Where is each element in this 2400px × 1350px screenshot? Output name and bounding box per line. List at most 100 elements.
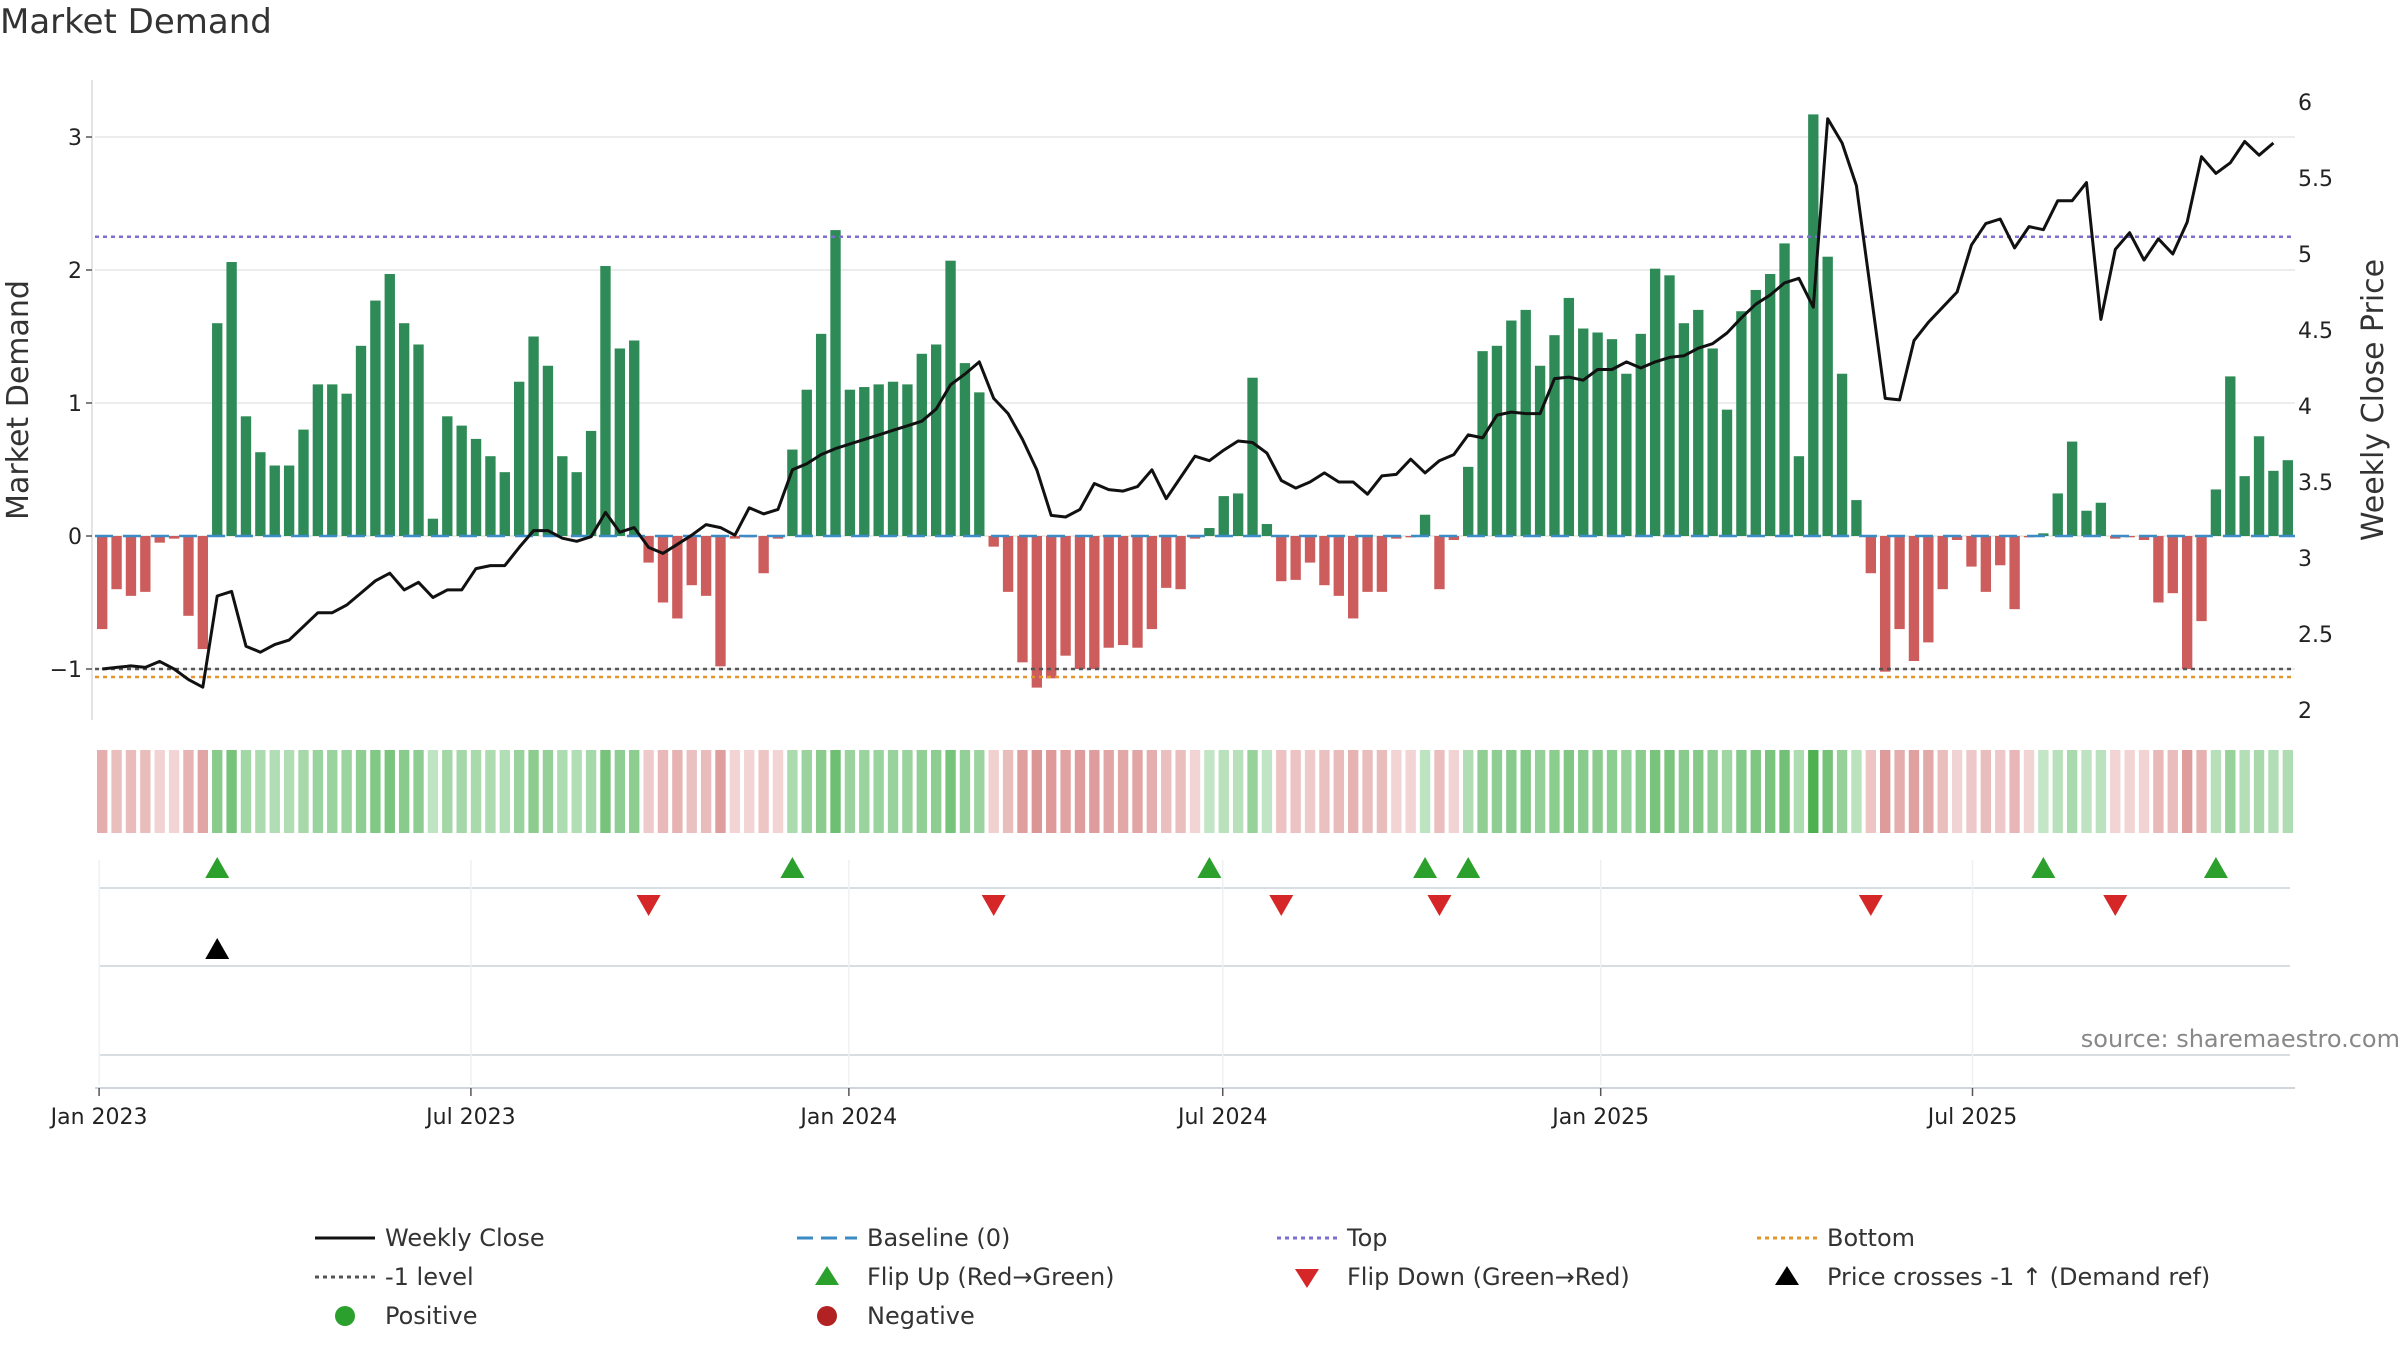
heat-cell: [1002, 750, 1014, 833]
heat-cell: [528, 750, 539, 833]
demand-bar: [154, 536, 165, 543]
heat-cell: [1534, 750, 1546, 833]
demand-bar: [1204, 528, 1215, 536]
heat-cell: [1491, 750, 1503, 833]
reference-lines: [95, 235, 2295, 679]
demand-bar: [1074, 536, 1086, 669]
demand-bar: [2124, 536, 2135, 538]
heat-cell: [887, 750, 899, 833]
weekly-close-line: [102, 117, 2275, 689]
demand-bar: [1693, 309, 1704, 536]
y2-tick-label: 6: [2298, 91, 2312, 116]
heat-cell: [240, 750, 252, 833]
heat-cell: [1764, 750, 1776, 833]
demand-bar: [1261, 524, 1273, 536]
heat-cell: [585, 750, 597, 833]
demand-bar: [212, 323, 223, 536]
demand-bar: [1333, 536, 1344, 596]
heat-cell: [1693, 750, 1704, 833]
heat-cell: [1894, 750, 1905, 833]
demand-bar: [2153, 536, 2164, 603]
demand-bar: [1405, 536, 1416, 538]
demand-bar: [2138, 536, 2150, 540]
demand-bar: [1894, 536, 1905, 630]
y2-tick-label: 3.5: [2298, 471, 2333, 496]
demand-bar: [528, 336, 539, 536]
heat-cell: [902, 750, 913, 833]
demand-bar: [1060, 536, 1071, 656]
heat-cell: [1031, 750, 1043, 833]
heat-cell: [1836, 750, 1848, 833]
demand-bar: [772, 536, 784, 539]
heat-cell: [815, 750, 827, 833]
demand-bar: [1347, 536, 1359, 619]
demand-bar: [2038, 533, 2049, 536]
demand-bar: [1290, 536, 1301, 580]
demand-bar: [1736, 311, 1747, 536]
heat-cell: [1563, 750, 1575, 833]
flip-down-marker: [981, 895, 1006, 916]
demand-bar: [859, 387, 870, 536]
demand-bar: [600, 266, 611, 536]
heat-cell: [686, 750, 697, 833]
heat-cell: [643, 750, 654, 833]
flip-up-marker: [2203, 857, 2228, 878]
heat-cell: [140, 750, 151, 833]
heat-cell: [341, 750, 352, 833]
demand-bar: [729, 536, 741, 539]
heat-cell: [197, 750, 209, 833]
demand-bar: [1764, 273, 1776, 536]
heat-cell: [1247, 750, 1258, 833]
heat-cell: [1980, 750, 1992, 833]
demand-bar: [427, 518, 439, 536]
demand-bar: [2066, 441, 2078, 536]
axes: −1 0 1 2 3 2 2.5 3 3.5 4 4.5 5 5.5 6 Market Demand Week…: [1, 80, 2391, 724]
legend-swatch-triangle-up: [815, 1266, 839, 1285]
heat-cell: [1419, 750, 1431, 833]
heat-cell: [1362, 750, 1373, 833]
heat-cell: [772, 750, 784, 833]
heat-cell: [1405, 750, 1416, 833]
demand-bar: [111, 536, 122, 590]
demand-bar: [959, 363, 971, 536]
demand-bar: [168, 536, 180, 539]
demand-bar: [1808, 114, 1819, 536]
demand-bar: [1046, 536, 1057, 679]
demand-bar: [125, 536, 137, 596]
demand-bar: [715, 536, 726, 667]
heat-cell: [1506, 750, 1517, 833]
demand-bar: [1578, 328, 1589, 536]
demand-bar: [413, 344, 424, 536]
demand-bar: [1707, 348, 1718, 536]
demand-bar: [1319, 536, 1330, 586]
heat-cell: [787, 750, 798, 833]
heat-cell: [1463, 750, 1474, 833]
heat-cell: [1606, 750, 1618, 833]
demand-bar: [643, 536, 654, 563]
heat-cell: [1304, 750, 1316, 833]
demand-bar: [1534, 365, 1546, 536]
demand-bar: [2239, 476, 2250, 536]
demand-bars: [97, 114, 2293, 688]
legend-label: Weekly Close: [385, 1224, 545, 1252]
demand-bar: [1951, 536, 1963, 540]
heat-cell: [1434, 750, 1445, 833]
legend-swatch-circle: [335, 1306, 355, 1326]
flip-up-marker: [1456, 857, 1481, 878]
demand-bar: [1635, 333, 1646, 536]
heat-cell: [1851, 750, 1862, 833]
demand-bar: [370, 300, 381, 536]
heat-cell: [1204, 750, 1215, 833]
demand-bar: [355, 345, 367, 536]
demand-bar: [557, 456, 568, 536]
heat-cell: [1578, 750, 1589, 833]
heat-cell: [1966, 750, 1977, 833]
heat-cell: [427, 750, 439, 833]
legend-label: Bottom: [1827, 1224, 1915, 1252]
demand-bar: [2052, 493, 2063, 536]
flip-markers-panel: [98, 857, 2290, 1085]
flip-up-marker: [205, 857, 230, 878]
flip-up-marker: [780, 857, 805, 878]
demand-bar: [327, 384, 338, 536]
demand-bar: [571, 472, 582, 536]
